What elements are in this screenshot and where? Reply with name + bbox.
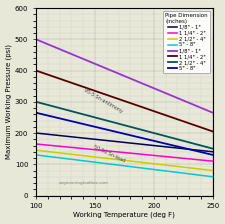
Text: 50-50 Sn-lead: 50-50 Sn-lead	[92, 145, 126, 164]
X-axis label: Working Temperature (deg F): Working Temperature (deg F)	[73, 212, 175, 218]
Text: engineeringtoolbox.com: engineeringtoolbox.com	[59, 181, 109, 185]
Legend: 1/8" - 1", 1 1/4" - 2", 2 1/2" - 4", 5" - 8", 1/8" - 1", 1 1/4" - 2", 2 1/2" - 4: 1/8" - 1", 1 1/4" - 2", 2 1/2" - 4", 5" …	[163, 11, 210, 73]
Y-axis label: Maximum Working Pressure (psi): Maximum Working Pressure (psi)	[6, 44, 12, 159]
Text: 95-5 Sn-antimony: 95-5 Sn-antimony	[83, 88, 124, 114]
